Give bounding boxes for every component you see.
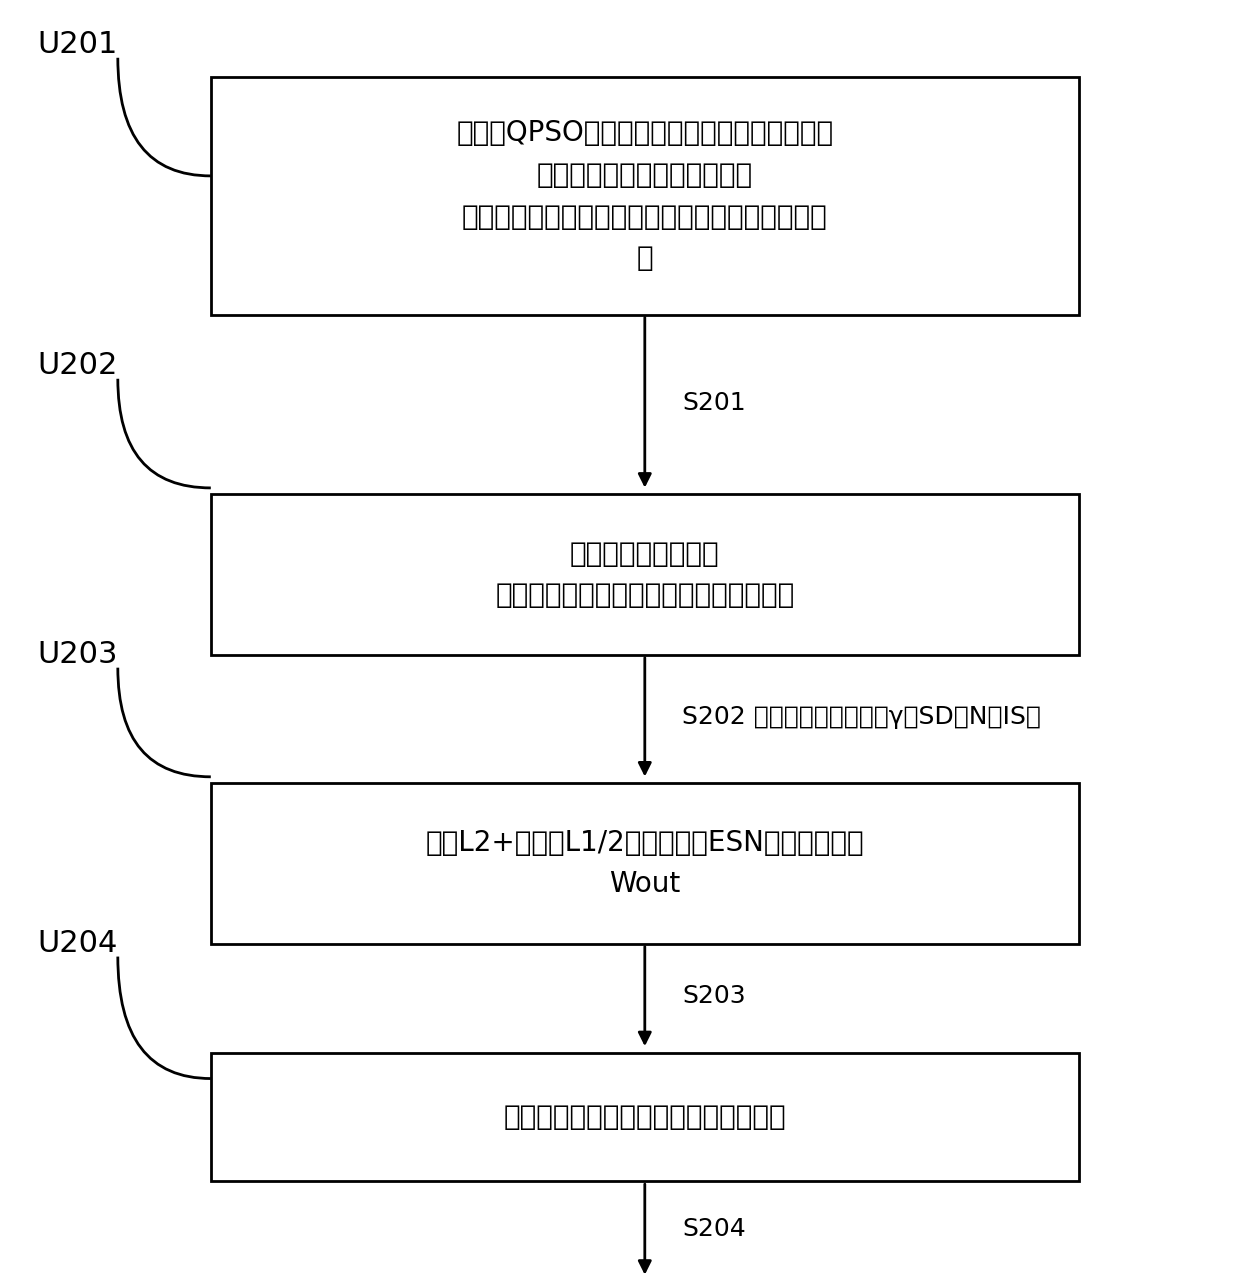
Text: 値: 値	[636, 244, 653, 272]
Text: S204: S204	[682, 1217, 745, 1242]
Text: U203: U203	[37, 641, 118, 669]
Text: S203: S203	[682, 985, 745, 1008]
FancyBboxPatch shape	[211, 783, 1079, 944]
Text: 利用量子粒子群算法: 利用量子粒子群算法	[570, 539, 719, 568]
Text: 迭代寻优确定最符合预测用的存储层参数: 迭代寻优确定最符合预测用的存储层参数	[495, 582, 795, 610]
Text: U204: U204	[37, 930, 118, 958]
FancyBboxPatch shape	[211, 1053, 1079, 1181]
FancyBboxPatch shape	[211, 494, 1079, 655]
Text: 初始化粒子群，在设定位置范围内给粒子群随机赋: 初始化粒子群，在设定位置范围内给粒子群随机赋	[463, 203, 827, 231]
Text: U202: U202	[37, 352, 118, 380]
Text: S201: S201	[682, 390, 745, 415]
Text: S202 最终全局最佳参数（γ，SD，N，IS）: S202 最终全局最佳参数（γ，SD，N，IS）	[682, 705, 1040, 729]
Text: U201: U201	[37, 31, 118, 59]
FancyBboxPatch shape	[211, 77, 1079, 315]
Text: 使用L2+自适应L1/2正则化约束ESN训练输出权値: 使用L2+自适应L1/2正则化约束ESN训练输出权値	[425, 828, 864, 856]
Text: 利用输出权値和输入变量预测出热数据: 利用输出权値和输入变量预测出热数据	[503, 1103, 786, 1131]
Text: 模、最大迭代次数、位置范围: 模、最大迭代次数、位置范围	[537, 160, 753, 189]
Text: Wout: Wout	[609, 871, 681, 899]
Text: 初始化QPSO参数：惯性因子、维数、粒子群规: 初始化QPSO参数：惯性因子、维数、粒子群规	[456, 119, 833, 148]
